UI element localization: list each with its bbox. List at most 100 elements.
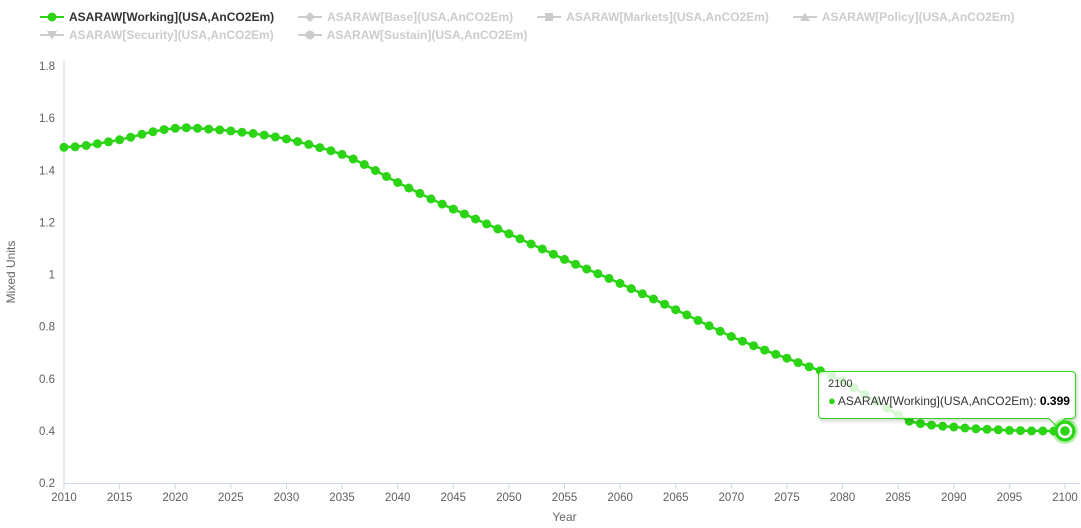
series-point[interactable] [637, 289, 647, 299]
series-point[interactable] [259, 130, 269, 140]
series-point[interactable] [993, 425, 1003, 435]
legend-item-policy[interactable]: ASARAW[Policy](USA,AnCO2Em) [792, 10, 1015, 24]
series-point[interactable] [126, 132, 136, 142]
series-point[interactable] [226, 126, 236, 136]
series-point[interactable] [982, 424, 992, 434]
series-point[interactable] [170, 123, 180, 133]
series-point[interactable] [237, 127, 247, 137]
series-point[interactable] [482, 219, 492, 229]
x-axis-tick-label: 2040 [385, 492, 411, 504]
x-axis-tick-label: 2055 [552, 492, 578, 504]
series-point[interactable] [1038, 426, 1048, 436]
highlighted-point-marker[interactable] [1048, 414, 1081, 448]
series-point[interactable] [448, 204, 458, 214]
y-axis-title: Mixed Units [4, 240, 18, 304]
series-point[interactable] [571, 259, 581, 269]
legend-item-markets[interactable]: ASARAW[Markets](USA,AnCO2Em) [537, 10, 769, 24]
series-point[interactable] [204, 124, 214, 134]
series-point[interactable] [949, 422, 959, 432]
legend-item-working[interactable]: ASARAW[Working](USA,AnCO2Em) [40, 10, 274, 24]
series-point[interactable] [471, 214, 480, 224]
series-point[interactable] [459, 209, 469, 219]
x-axis-tick-label: 2030 [274, 492, 300, 504]
series-point[interactable] [526, 239, 536, 249]
series-point[interactable] [793, 358, 803, 368]
series-point[interactable] [370, 166, 380, 175]
series-point[interactable] [415, 188, 425, 198]
series-point[interactable] [304, 139, 314, 149]
series-point[interactable] [148, 127, 158, 137]
legend-item-base[interactable]: ASARAW[Base](USA,AnCO2Em) [298, 10, 513, 24]
series-point[interactable] [137, 129, 147, 139]
y-axis-tick-label: 0.6 [39, 374, 55, 386]
series-point[interactable] [493, 224, 503, 234]
legend-item-sustain[interactable]: ASARAW[Sustain](USA,AnCO2Em) [297, 28, 527, 42]
series-point[interactable] [782, 353, 792, 363]
series-point[interactable] [426, 194, 436, 204]
series-point[interactable] [59, 142, 69, 152]
x-axis-tick-label: 2020 [162, 492, 188, 504]
series-point[interactable] [682, 310, 692, 320]
series-point[interactable] [92, 139, 102, 149]
series-point[interactable] [104, 137, 113, 147]
series-point[interactable] [293, 137, 303, 147]
series-point[interactable] [337, 149, 347, 159]
series-point[interactable] [70, 142, 80, 152]
tooltip-row: ● ASARAW[Working](USA,AnCO2Em): 0.399 [828, 393, 1070, 408]
series-point[interactable] [927, 420, 936, 430]
series-point[interactable] [804, 362, 814, 372]
series-point[interactable] [193, 123, 202, 133]
series-point[interactable] [915, 419, 925, 429]
series-point[interactable] [560, 254, 569, 264]
series-point[interactable] [660, 299, 670, 309]
series-point[interactable] [671, 305, 681, 315]
series-point[interactable] [281, 134, 291, 144]
legend-item-label: ASARAW[Policy](USA,AnCO2Em) [821, 10, 1015, 24]
series-point[interactable] [726, 332, 736, 341]
series-point[interactable] [537, 244, 547, 254]
series-point[interactable] [738, 336, 747, 346]
series-point[interactable] [704, 321, 714, 331]
series-point[interactable] [382, 172, 391, 181]
series-point[interactable] [604, 273, 614, 283]
series-point[interactable] [348, 154, 358, 164]
series-point[interactable] [504, 229, 514, 239]
series-point[interactable] [938, 421, 948, 431]
series-point[interactable] [1027, 426, 1037, 436]
series-point[interactable] [248, 129, 258, 138]
series-point[interactable] [1016, 426, 1025, 436]
series-point[interactable] [615, 278, 625, 288]
series-point[interactable] [159, 125, 169, 135]
series-point[interactable] [693, 315, 703, 325]
series-point[interactable] [393, 178, 403, 187]
series-point[interactable] [593, 269, 603, 279]
series-point[interactable] [515, 234, 525, 244]
series-point[interactable] [359, 160, 369, 169]
series-point[interactable] [749, 341, 759, 351]
y-axis-tick-label: 0.4 [39, 426, 56, 438]
series-point[interactable] [960, 423, 970, 433]
series-point[interactable] [315, 143, 325, 153]
series-point[interactable] [971, 424, 981, 434]
series-point[interactable] [771, 349, 781, 359]
series-point[interactable] [81, 141, 91, 150]
series-point[interactable] [715, 326, 725, 336]
series-point[interactable] [548, 249, 558, 259]
series-point[interactable] [649, 294, 658, 304]
series-point[interactable] [1004, 425, 1014, 435]
series-point[interactable] [270, 132, 280, 142]
series-point[interactable] [760, 345, 770, 355]
series-point[interactable] [115, 135, 125, 145]
series-point[interactable] [404, 183, 414, 193]
x-axis-tick-label: 2070 [719, 492, 745, 504]
legend-item-security[interactable]: ASARAW[Security](USA,AnCO2Em) [40, 28, 274, 42]
legend-shape [47, 31, 57, 40]
series-point[interactable] [582, 264, 592, 274]
series-point[interactable] [437, 199, 447, 209]
series-point[interactable] [215, 125, 225, 135]
series-point[interactable] [181, 123, 191, 133]
series-point[interactable] [626, 284, 636, 294]
x-axis-tick-label: 2065 [663, 492, 689, 504]
series-point[interactable] [326, 146, 336, 156]
